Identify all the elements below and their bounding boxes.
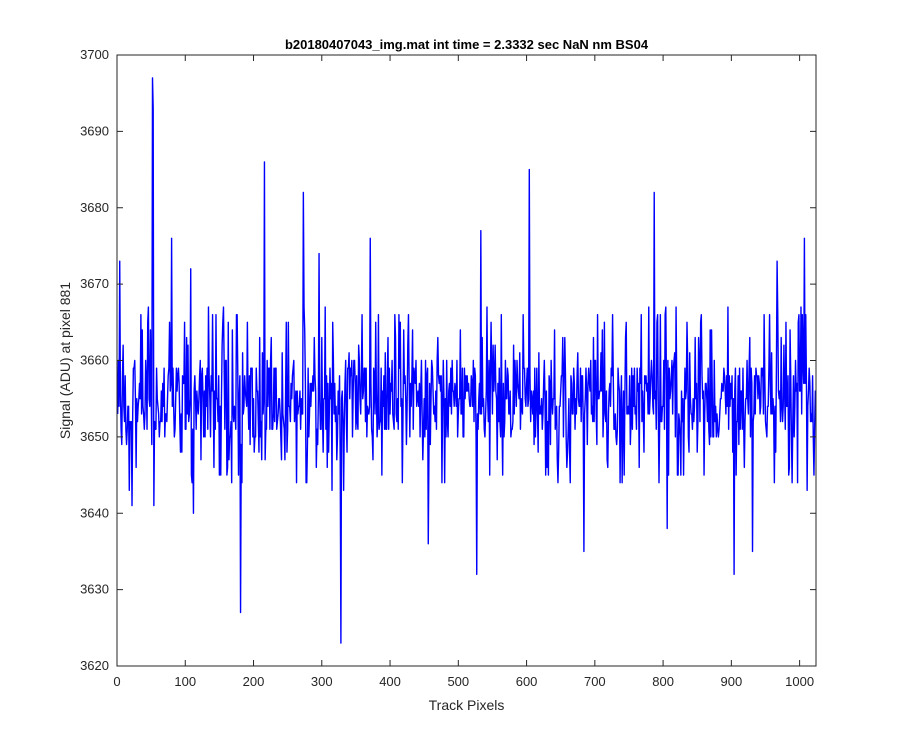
x-tick-label: 0 bbox=[113, 674, 120, 689]
y-tick-label: 3640 bbox=[80, 505, 109, 520]
y-tick-label: 3630 bbox=[80, 582, 109, 597]
x-tick-label: 400 bbox=[379, 674, 401, 689]
y-tick-label: 3670 bbox=[80, 276, 109, 291]
x-tick-label: 800 bbox=[652, 674, 674, 689]
x-tick-label: 700 bbox=[584, 674, 606, 689]
y-tick-label: 3620 bbox=[80, 658, 109, 673]
y-axis-label: Signal (ADU) at pixel 881 bbox=[57, 282, 73, 439]
x-tick-label: 200 bbox=[243, 674, 265, 689]
x-axis-label: Track Pixels bbox=[429, 697, 505, 713]
y-tick-label: 3680 bbox=[80, 200, 109, 215]
x-tick-label: 1000 bbox=[785, 674, 814, 689]
x-tick-label: 300 bbox=[311, 674, 333, 689]
signal-series-line bbox=[117, 77, 816, 644]
y-axis: 3620 3630 3640 3650 3660 3670 3680 3690 3700 bbox=[80, 47, 816, 673]
y-tick-label: 3700 bbox=[80, 47, 109, 62]
x-axis: 0 100 200 300 400 500 600 700 800 900 1000 bbox=[113, 55, 814, 689]
y-tick-label: 3660 bbox=[80, 353, 109, 368]
y-tick-label: 3650 bbox=[80, 429, 109, 444]
plot-area bbox=[117, 77, 816, 644]
x-tick-label: 500 bbox=[447, 674, 469, 689]
y-tick-label: 3690 bbox=[80, 123, 109, 138]
x-tick-label: 100 bbox=[174, 674, 196, 689]
chart-title: b20180407043_img.mat int time = 2.3332 s… bbox=[285, 37, 649, 52]
x-tick-label: 900 bbox=[721, 674, 743, 689]
x-tick-label: 600 bbox=[516, 674, 538, 689]
